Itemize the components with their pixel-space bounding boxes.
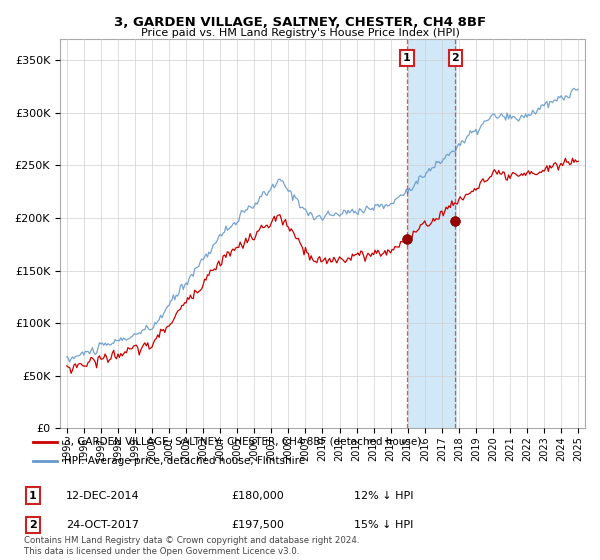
Text: 24-OCT-2017: 24-OCT-2017	[66, 520, 139, 530]
Text: 1: 1	[29, 491, 37, 501]
Text: £197,500: £197,500	[231, 520, 284, 530]
Text: 3, GARDEN VILLAGE, SALTNEY, CHESTER, CH4 8BF (detached house): 3, GARDEN VILLAGE, SALTNEY, CHESTER, CH4…	[64, 437, 421, 447]
Text: 2: 2	[452, 53, 460, 63]
Text: Price paid vs. HM Land Registry's House Price Index (HPI): Price paid vs. HM Land Registry's House …	[140, 28, 460, 38]
Text: 15% ↓ HPI: 15% ↓ HPI	[354, 520, 413, 530]
Text: 12% ↓ HPI: 12% ↓ HPI	[354, 491, 413, 501]
Text: 2: 2	[29, 520, 37, 530]
Text: Contains HM Land Registry data © Crown copyright and database right 2024.
This d: Contains HM Land Registry data © Crown c…	[24, 536, 359, 556]
Text: 12-DEC-2014: 12-DEC-2014	[66, 491, 140, 501]
Bar	[408, 39, 457, 428]
Text: HPI: Average price, detached house, Flintshire: HPI: Average price, detached house, Flin…	[64, 456, 305, 466]
Text: 1: 1	[403, 53, 411, 63]
Text: £180,000: £180,000	[231, 491, 284, 501]
Text: 3, GARDEN VILLAGE, SALTNEY, CHESTER, CH4 8BF: 3, GARDEN VILLAGE, SALTNEY, CHESTER, CH4…	[114, 16, 486, 29]
